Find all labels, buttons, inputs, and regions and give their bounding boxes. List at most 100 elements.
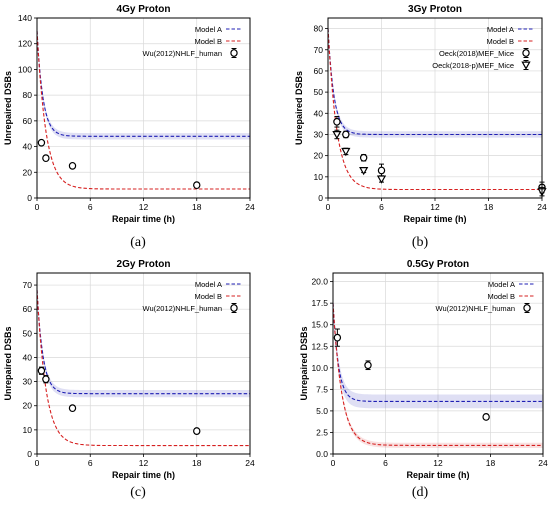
x-tick-label: 18 (484, 202, 494, 212)
y-tick-label: 140 (18, 13, 32, 23)
y-tick-label: 40 (314, 108, 324, 118)
panel-2: 0 6 12 18 24 0 10 20 30 40 50 60 70 Model A Model B Wu(… (3, 259, 255, 500)
y-tick-label: 120 (18, 39, 32, 49)
y-tick-label: 30 (314, 129, 324, 139)
y-tick-label: 20 (314, 151, 324, 161)
y-tick-label: 0 (27, 449, 32, 459)
legend-label: Model B (486, 37, 514, 46)
model-line (327, 28, 542, 191)
y-tick-label: 10 (23, 425, 33, 435)
x-tick-label: 24 (245, 458, 255, 468)
data-point (42, 154, 50, 163)
data-point (377, 166, 386, 175)
legend-label: Model B (487, 292, 515, 301)
x-tick-label: 18 (486, 458, 496, 468)
y-tick-label: 20 (23, 401, 33, 411)
x-tick-label: 6 (383, 458, 388, 468)
panel-caption: (d) (412, 485, 429, 500)
plot-frame (332, 272, 544, 455)
y-tick-label: 20 (23, 167, 33, 177)
x-tick-label: 12 (433, 458, 443, 468)
y-tick-label: 40 (23, 352, 33, 362)
model-line (327, 28, 542, 136)
x-axis-label: Repair time (h) (403, 214, 466, 224)
data-point (342, 130, 350, 139)
y-tick-label: 2.5 (316, 427, 328, 437)
x-tick-label: 0 (35, 202, 40, 212)
x-tick-label: 24 (245, 202, 255, 212)
y-tick-label: 80 (23, 90, 33, 100)
x-tick-label: 18 (192, 458, 202, 468)
x-tick-label: 0 (35, 458, 40, 468)
x-tick-label: 12 (139, 458, 149, 468)
data-point (522, 49, 530, 57)
legend-label: Model A (487, 25, 514, 34)
y-tick-label: 50 (23, 328, 33, 338)
data-point (482, 413, 490, 421)
y-tick-label: 0 (318, 193, 323, 203)
panel-caption: (c) (130, 485, 146, 500)
model-band (333, 296, 543, 409)
x-axis-label: Repair time (h) (406, 470, 469, 480)
panel-3: 0 6 12 18 24 0.0 2.5 5.0 7.5 10.0 12.5 15.0 17.5 20.0… (299, 259, 548, 500)
legend-label: Oeck(2018-p)MEF_Mice (432, 61, 514, 70)
y-tick-label: 60 (23, 304, 33, 314)
x-tick-label: 0 (326, 202, 331, 212)
y-tick-label: 10.0 (311, 363, 328, 373)
data-point (230, 49, 238, 57)
y-tick-label: 100 (18, 64, 32, 74)
x-tick-label: 12 (139, 202, 149, 212)
y-tick-label: 0 (27, 193, 32, 203)
y-tick-label: 10 (314, 172, 324, 182)
data-point (332, 130, 342, 140)
data-point (68, 161, 77, 170)
legend-label: Oeck(2018)MEF_Mice (439, 49, 514, 58)
chart-title: 2Gy Proton (117, 259, 171, 270)
data-point (68, 404, 77, 413)
y-axis-label: Unrepaired DSBs (299, 326, 309, 400)
x-tick-label: 6 (88, 202, 93, 212)
y-tick-label: 7.5 (316, 384, 328, 394)
model-line (332, 303, 543, 446)
y-tick-label: 0.0 (316, 449, 328, 459)
data-point (37, 138, 46, 147)
data-point (230, 304, 238, 312)
legend-label: Wu(2012)NHLF_human (436, 304, 515, 313)
y-tick-label: 5.0 (316, 406, 328, 416)
data-point (341, 147, 351, 157)
y-tick-label: 40 (23, 142, 33, 152)
data-point (333, 117, 341, 126)
panel-1: 0 6 12 18 24 0 10 20 30 40 50 60 70 80 Model A Model B O… (294, 4, 547, 250)
y-tick-label: 17.5 (311, 298, 328, 308)
legend-label: Wu(2012)NHLF_human (143, 304, 222, 313)
y-tick-label: 50 (314, 87, 324, 97)
legend-label: Model B (194, 292, 222, 301)
y-axis-label: Unrepaired DSBs (294, 71, 304, 145)
y-tick-label: 70 (23, 280, 33, 290)
x-tick-label: 6 (88, 458, 93, 468)
data-point (193, 181, 201, 190)
model-line (36, 289, 250, 447)
y-tick-label: 30 (23, 377, 33, 387)
y-tick-label: 80 (314, 24, 324, 34)
panel-caption: (a) (130, 235, 146, 250)
data-point (193, 427, 201, 435)
panel-0: 0 6 12 18 24 0 20 40 60 80 100 120 140 Model A Model B… (3, 4, 255, 250)
panel-caption: (b) (412, 235, 429, 250)
x-tick-label: 12 (430, 202, 440, 212)
x-tick-label: 18 (192, 202, 202, 212)
x-tick-label: 24 (537, 202, 547, 212)
legend-label: Wu(2012)NHLF_human (143, 49, 222, 58)
data-point (521, 61, 531, 70)
chart-title: 0.5Gy Proton (407, 259, 469, 270)
plot-frame (327, 17, 543, 199)
y-tick-label: 12.5 (311, 341, 328, 351)
y-tick-label: 70 (314, 45, 324, 55)
y-tick-label: 15.0 (311, 320, 328, 330)
plot-frame (36, 17, 251, 199)
y-tick-label: 60 (23, 116, 33, 126)
x-tick-label: 24 (538, 458, 548, 468)
x-tick-label: 0 (331, 458, 336, 468)
y-tick-label: 60 (314, 66, 324, 76)
legend-label: Model B (194, 37, 222, 46)
